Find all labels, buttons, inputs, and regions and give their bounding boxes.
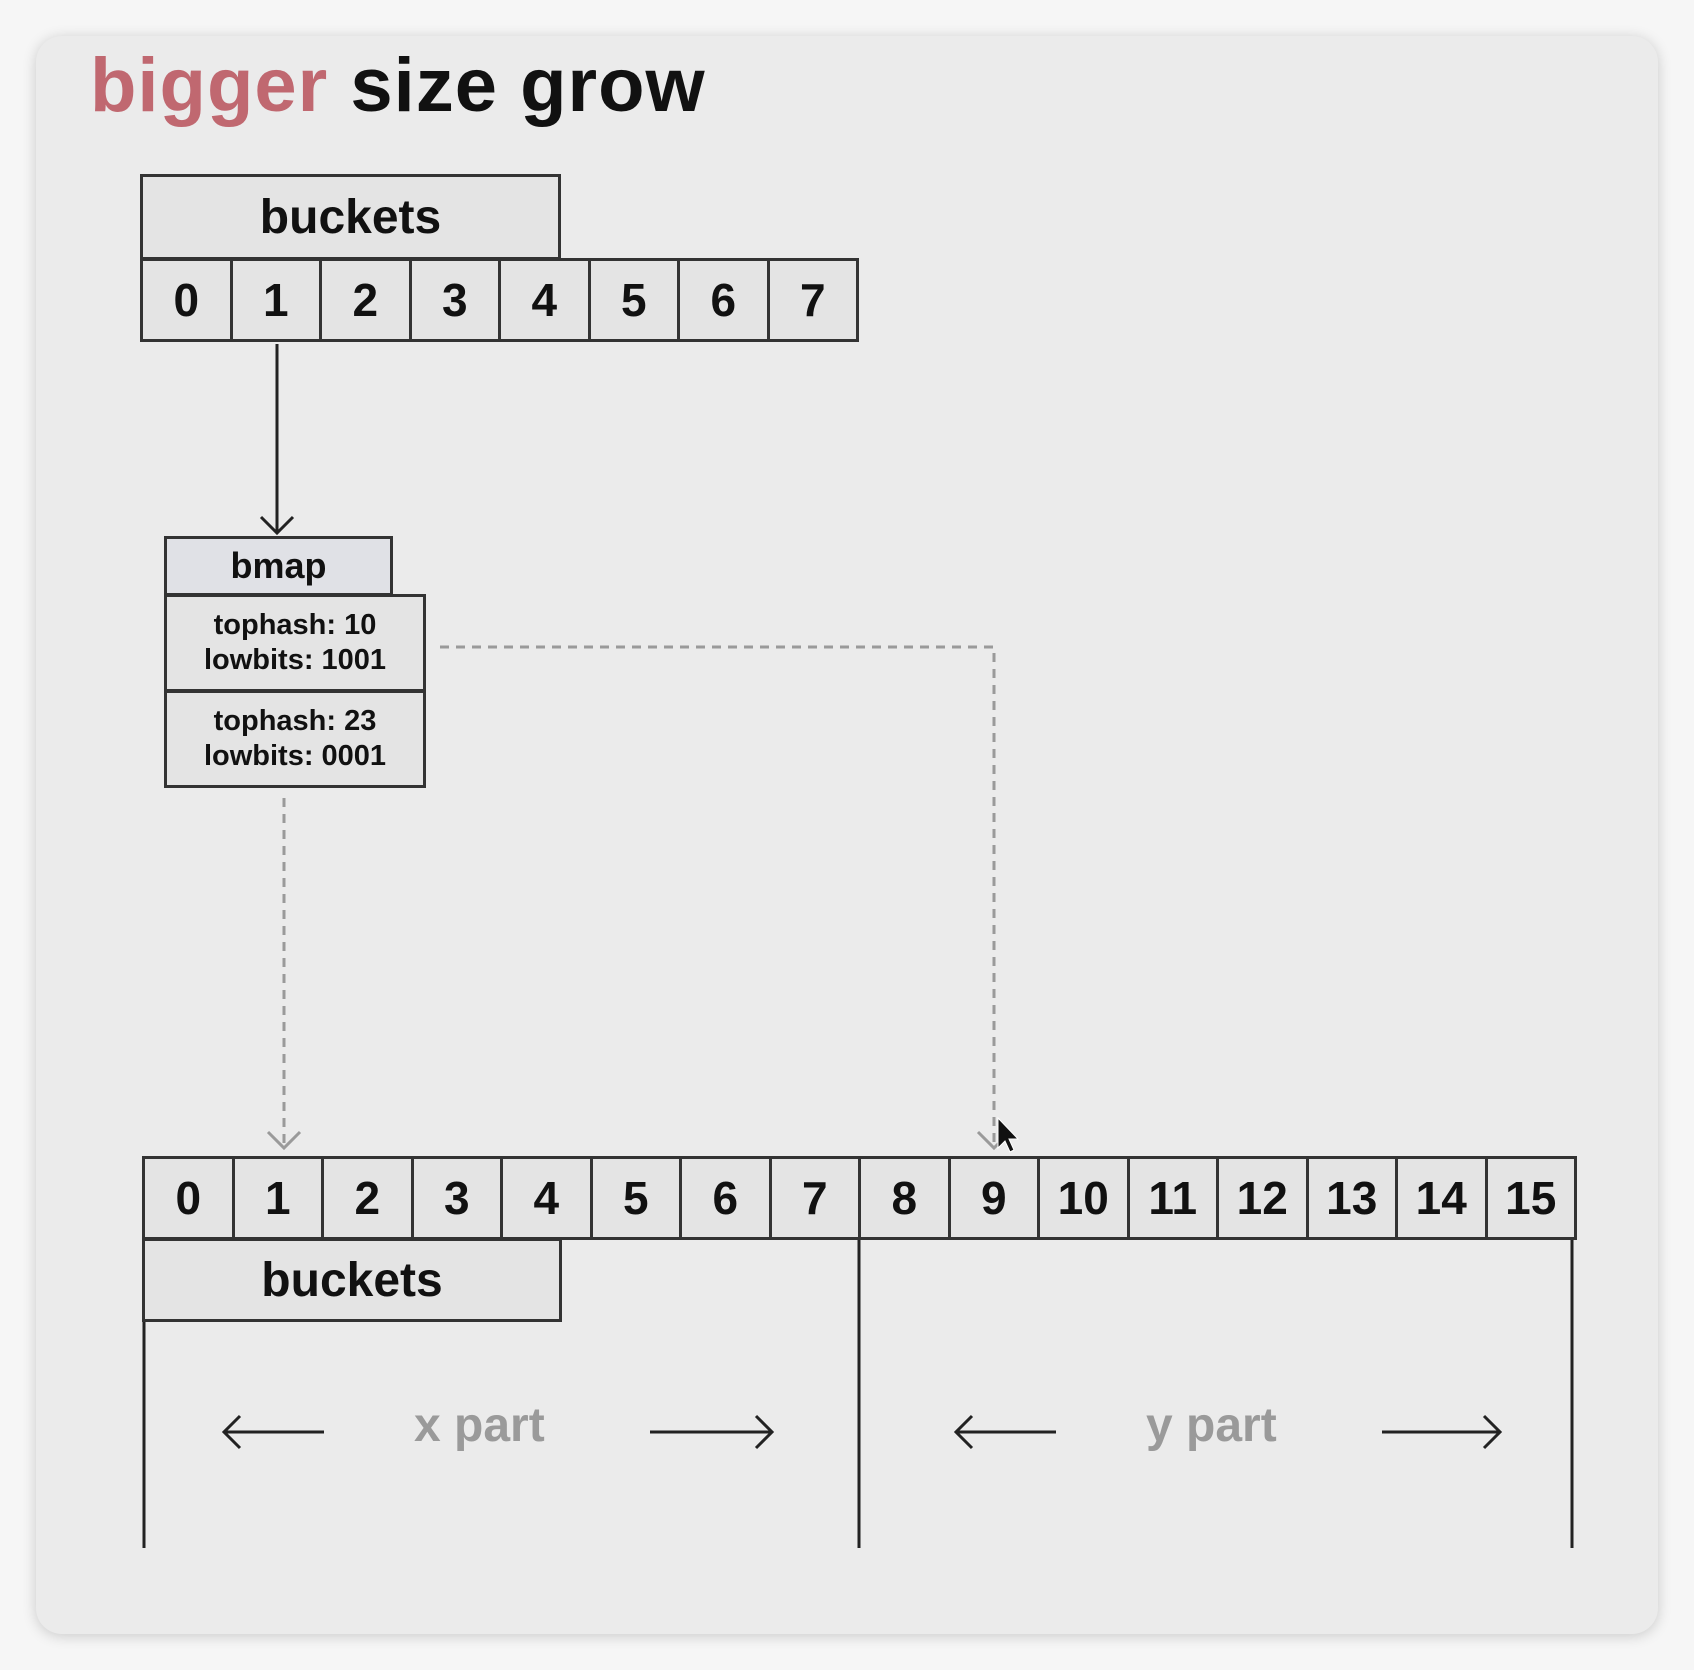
x-part-right-arrowhead: [754, 1414, 775, 1450]
old-bucket-cell: 4: [501, 261, 591, 339]
bucket-to-bmap-arrowhead: [259, 515, 295, 536]
new-bucket-cell: 0: [145, 1159, 235, 1237]
new-bucket-cell: 7: [771, 1159, 861, 1237]
title-rest: size grow: [350, 43, 706, 128]
new-bucket-cell: 1: [234, 1159, 324, 1237]
old-bucket-cell: 6: [680, 261, 770, 339]
x-part-left-arrowhead: [221, 1414, 242, 1450]
bmap-lowbits: lowbits: 0001: [203, 740, 387, 772]
evacuate-y-line: [440, 645, 996, 1146]
bmap-tophash: tophash: 23: [213, 705, 377, 738]
x-part-label: x part: [414, 1399, 545, 1452]
y-part-left-arrowhead: [953, 1414, 974, 1450]
bmap-lowbits: lowbits: 1001: [203, 644, 387, 676]
new-bucket-cell: 9: [950, 1159, 1040, 1237]
bmap-tophash: tophash: 10: [213, 609, 377, 642]
new-buckets-label: buckets: [142, 1238, 562, 1322]
title-accent: bigger: [90, 43, 329, 128]
evacuate-x-arrowhead: [266, 1130, 302, 1151]
new-bucket-cell: 5: [592, 1159, 682, 1237]
bmap-entry: tophash: 23 lowbits: 0001: [164, 690, 426, 788]
mouse-cursor-icon: [997, 1116, 1020, 1153]
old-buckets-label: buckets: [140, 174, 561, 260]
y-part-label: y part: [1146, 1399, 1277, 1452]
new-bucket-cell: 6: [682, 1159, 772, 1237]
new-bucket-cell: 10: [1040, 1159, 1130, 1237]
old-buckets-array: 0 1 2 3 4 5 6 7: [140, 258, 859, 342]
new-bucket-cell: 2: [324, 1159, 414, 1237]
slide-title: bigger size grow: [90, 40, 706, 131]
slide: bigger size grow buckets 0 1 2 3: [36, 36, 1658, 1634]
new-bucket-cell: 14: [1398, 1159, 1488, 1237]
new-bucket-cell: 11: [1129, 1159, 1219, 1237]
new-bucket-cell: 8: [861, 1159, 951, 1237]
y-part-right-arrowhead: [1482, 1414, 1503, 1450]
old-bucket-cell: 7: [769, 261, 859, 339]
old-bucket-cell: 1: [232, 261, 322, 339]
old-bucket-cell: 3: [411, 261, 501, 339]
old-bucket-cell: 2: [322, 261, 412, 339]
new-bucket-cell: 13: [1308, 1159, 1398, 1237]
new-buckets-array: 0 1 2 3 4 5 6 7 8 9 10 11 12 13 14 15: [142, 1156, 1577, 1240]
new-bucket-cell: 15: [1487, 1159, 1577, 1237]
new-bucket-cell: 12: [1219, 1159, 1309, 1237]
old-bucket-cell: 5: [590, 261, 680, 339]
bmap-entry: tophash: 10 lowbits: 1001: [164, 594, 426, 692]
bmap-label: bmap: [164, 536, 393, 596]
old-bucket-cell: 0: [143, 261, 233, 339]
new-bucket-cell: 4: [503, 1159, 593, 1237]
new-bucket-cell: 3: [413, 1159, 503, 1237]
